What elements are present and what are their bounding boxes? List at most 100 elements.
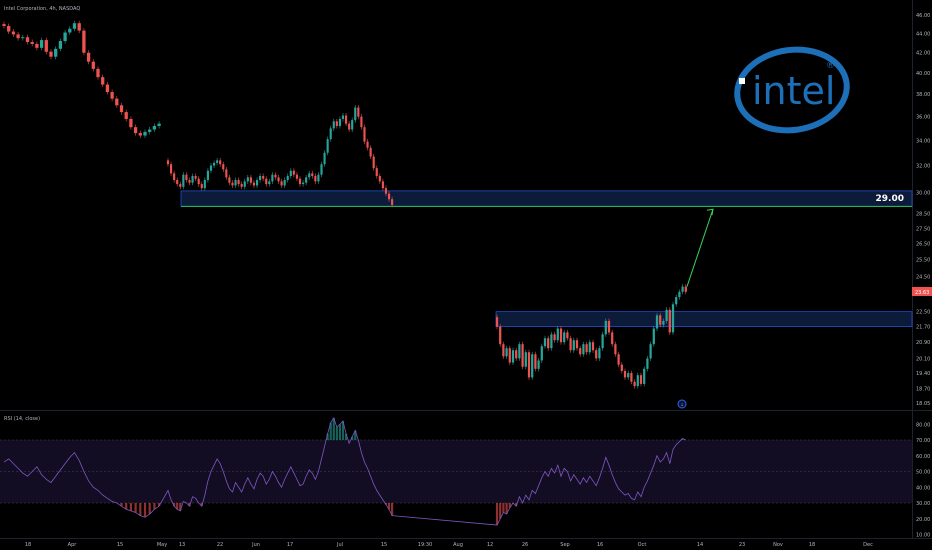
candle-body xyxy=(72,23,77,29)
price-tick-label: 28.50 xyxy=(916,212,930,218)
candle-body xyxy=(173,173,176,181)
candle-body xyxy=(138,133,142,136)
candle-body xyxy=(277,177,280,182)
candle-body xyxy=(671,304,675,333)
candle-body xyxy=(188,180,191,183)
time-tick-label: 26 xyxy=(522,542,528,548)
candle-body xyxy=(381,181,384,189)
candle-body xyxy=(547,338,550,349)
candle-body xyxy=(582,344,585,355)
candle-body xyxy=(35,43,39,48)
candle-body xyxy=(595,350,598,359)
price-tick-label: 44.00 xyxy=(916,31,930,37)
candle-body xyxy=(553,334,556,341)
rsi-tick-label: 10.00 xyxy=(916,533,930,539)
candle-body xyxy=(323,152,326,165)
candle-body xyxy=(105,84,110,93)
candle-body xyxy=(157,123,161,126)
candle-body xyxy=(302,182,305,185)
candle-body xyxy=(518,344,521,359)
candle-body xyxy=(148,129,152,132)
target-label-bg xyxy=(860,192,910,204)
candle-body xyxy=(298,178,302,185)
candle-body xyxy=(341,115,345,119)
time-tick-label: Oct xyxy=(638,542,647,548)
candle-body xyxy=(559,328,563,343)
candle-body xyxy=(332,121,335,129)
candle-body xyxy=(659,315,662,325)
candle-body xyxy=(286,176,289,181)
time-axis[interactable]: 18 Apr 15 May 13 22 Jun 17 Jul 15 19:30 Aug 12 26 Sep 1… xyxy=(25,542,873,548)
candle-body xyxy=(639,375,643,384)
price-tick-label: 32.00 xyxy=(916,164,930,170)
price-tick-label: 38.00 xyxy=(916,92,930,98)
candle-body xyxy=(176,180,179,185)
intel-logo: intel ® xyxy=(734,46,850,134)
candle-body xyxy=(49,51,53,57)
rsi-tick-label: 30.00 xyxy=(916,501,930,507)
candle-body xyxy=(678,291,681,298)
price-tick-label: 19.40 xyxy=(916,371,930,377)
candle-body xyxy=(58,41,63,49)
candle-body xyxy=(216,160,219,163)
candle-body xyxy=(585,344,588,353)
candle-body xyxy=(665,309,668,321)
support-zone xyxy=(180,190,913,207)
candle-body xyxy=(543,338,547,347)
candle-body xyxy=(662,320,665,325)
candle-body xyxy=(531,354,534,378)
target-label-text: 29.00 xyxy=(876,194,904,204)
candle-body xyxy=(375,168,378,177)
candle-body xyxy=(338,118,341,126)
time-tick-label: Apr xyxy=(68,542,78,548)
candle-body xyxy=(2,24,6,26)
rsi-tick-label: 60.00 xyxy=(916,454,930,460)
candle-body xyxy=(63,32,67,42)
annotations xyxy=(686,208,714,287)
candle-body xyxy=(265,178,268,185)
candle-body xyxy=(231,182,234,186)
rsi-tick-label: 50.00 xyxy=(916,470,930,476)
time-tick-label: 13 xyxy=(179,542,185,548)
svg-text:↓: ↓ xyxy=(680,402,683,407)
rsi-tick-label: 80.00 xyxy=(916,422,930,428)
current-price-bg xyxy=(912,287,932,296)
candle-body xyxy=(252,182,256,186)
candle-body xyxy=(101,77,105,85)
event-marker-icon[interactable]: ↓ xyxy=(677,399,687,409)
time-tick-label: 15 xyxy=(381,542,387,548)
rsi-tick-label: 20.00 xyxy=(916,517,930,523)
candle-body xyxy=(228,177,231,183)
candle-body xyxy=(598,348,601,359)
candle-body xyxy=(212,162,216,166)
candle-body xyxy=(636,375,639,387)
price-tick-label: 30.00 xyxy=(916,190,930,196)
price-tick-label: 27.50 xyxy=(916,226,930,232)
rsi-tick-label: 70.00 xyxy=(916,438,930,444)
candle-body xyxy=(234,180,237,186)
time-tick-label: Jul xyxy=(336,542,343,548)
candle-body xyxy=(384,188,388,194)
candle-body xyxy=(521,344,524,367)
candle-body xyxy=(179,184,182,187)
candle-body xyxy=(550,334,553,349)
price-tick-label: 20.10 xyxy=(916,356,930,362)
candle-body xyxy=(387,193,391,200)
candle-body xyxy=(611,332,614,345)
rsi-tick-label: 40.00 xyxy=(916,485,930,491)
rsi-line xyxy=(3,417,686,526)
candle-body xyxy=(655,315,659,329)
candle-body xyxy=(617,354,620,365)
candle-body xyxy=(505,348,508,357)
time-tick-label: 14 xyxy=(697,542,703,548)
rsi-axis[interactable]: 80.00 70.00 60.00 50.00 40.00 30.00 20.00 10.00 xyxy=(916,422,930,538)
rsi-title: RSI (14, close) xyxy=(4,416,40,422)
candle-body xyxy=(143,131,147,136)
candle-body xyxy=(326,139,329,153)
candle-body xyxy=(646,358,649,369)
candle-body xyxy=(344,115,348,124)
candle-body xyxy=(54,48,58,57)
candle-body xyxy=(152,125,157,130)
target-label: 29.00 xyxy=(860,192,910,204)
